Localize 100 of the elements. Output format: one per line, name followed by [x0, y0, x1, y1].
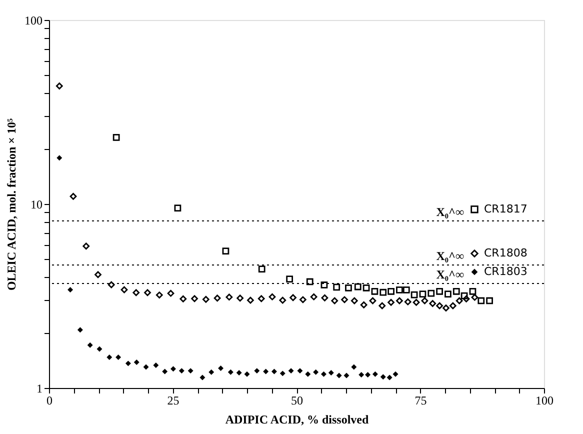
point [180, 295, 187, 302]
point [96, 346, 102, 352]
point [378, 302, 386, 310]
point [313, 369, 319, 375]
ref-line-label: X₀^∞ [436, 204, 464, 219]
point [469, 288, 476, 295]
point [286, 276, 294, 282]
x-tick-label: 50 [291, 394, 303, 408]
point [188, 368, 194, 374]
point [444, 290, 452, 298]
point [354, 283, 362, 290]
point [200, 374, 206, 380]
point [380, 288, 387, 296]
point [236, 294, 244, 302]
point [144, 289, 151, 296]
point [321, 294, 328, 302]
point [306, 278, 314, 286]
point [460, 292, 468, 300]
point [82, 242, 90, 250]
point [456, 297, 463, 304]
point [56, 82, 63, 90]
x-tick-label: 25 [167, 394, 180, 408]
point [247, 296, 254, 304]
point [214, 294, 221, 302]
y-tick-label: 10 [30, 198, 42, 212]
point [351, 364, 357, 370]
point [436, 302, 443, 310]
point [263, 368, 269, 374]
point [305, 371, 311, 377]
point [449, 302, 456, 310]
x-tick-label: 0 [46, 394, 52, 408]
point [410, 291, 418, 298]
point [358, 372, 364, 378]
point [279, 296, 286, 304]
point [386, 374, 392, 380]
point [254, 368, 260, 374]
point [77, 327, 83, 333]
point [320, 371, 326, 377]
point [388, 298, 394, 306]
point [112, 134, 120, 141]
point [132, 289, 140, 296]
ref-line-label: X₀^∞ [436, 249, 464, 264]
point [108, 281, 115, 288]
point [116, 354, 122, 360]
point [106, 354, 112, 360]
point [134, 360, 140, 365]
x-tick-label: 75 [414, 394, 427, 408]
point [271, 368, 277, 374]
point [310, 293, 318, 300]
point [371, 288, 378, 295]
point [442, 304, 450, 312]
point [191, 295, 198, 302]
point [222, 248, 230, 254]
point [412, 298, 420, 306]
point [380, 374, 386, 380]
point [429, 300, 436, 307]
point [178, 368, 184, 374]
legend-label: CR1808 [484, 246, 528, 260]
point [174, 204, 182, 212]
point [68, 287, 74, 292]
point [333, 284, 340, 291]
point [280, 370, 286, 376]
point [218, 366, 224, 372]
point [125, 360, 131, 366]
legend-label: CR1803 [484, 264, 528, 278]
y-tick-label: 1 [36, 382, 42, 396]
point [328, 370, 334, 376]
point [396, 297, 403, 304]
point [258, 266, 266, 272]
point [396, 286, 403, 294]
point [344, 372, 350, 378]
point [341, 296, 348, 304]
point [258, 295, 265, 302]
point [87, 342, 93, 348]
point [362, 284, 370, 292]
point [153, 362, 159, 368]
point [360, 301, 368, 308]
point [143, 364, 149, 370]
point [478, 297, 485, 304]
point [56, 155, 62, 161]
point [208, 369, 214, 375]
point [120, 286, 128, 294]
legend-label: CR1817 [484, 202, 528, 216]
point [167, 290, 174, 297]
point [421, 297, 428, 304]
y-tick-label: 100 [24, 14, 42, 28]
point [345, 284, 352, 292]
y-axis-title: OLEIC ACID, mol. fraction × 10⁵ [4, 118, 18, 291]
point [350, 297, 358, 304]
point [471, 294, 478, 301]
point [236, 370, 242, 376]
point [244, 371, 250, 377]
point [70, 192, 77, 200]
point [288, 368, 294, 374]
point [94, 271, 102, 278]
x-axis-title: ADIPIC ACID, % dissolved [225, 412, 369, 426]
point [404, 298, 412, 306]
point [388, 288, 394, 295]
point [372, 371, 378, 377]
point [336, 372, 342, 378]
